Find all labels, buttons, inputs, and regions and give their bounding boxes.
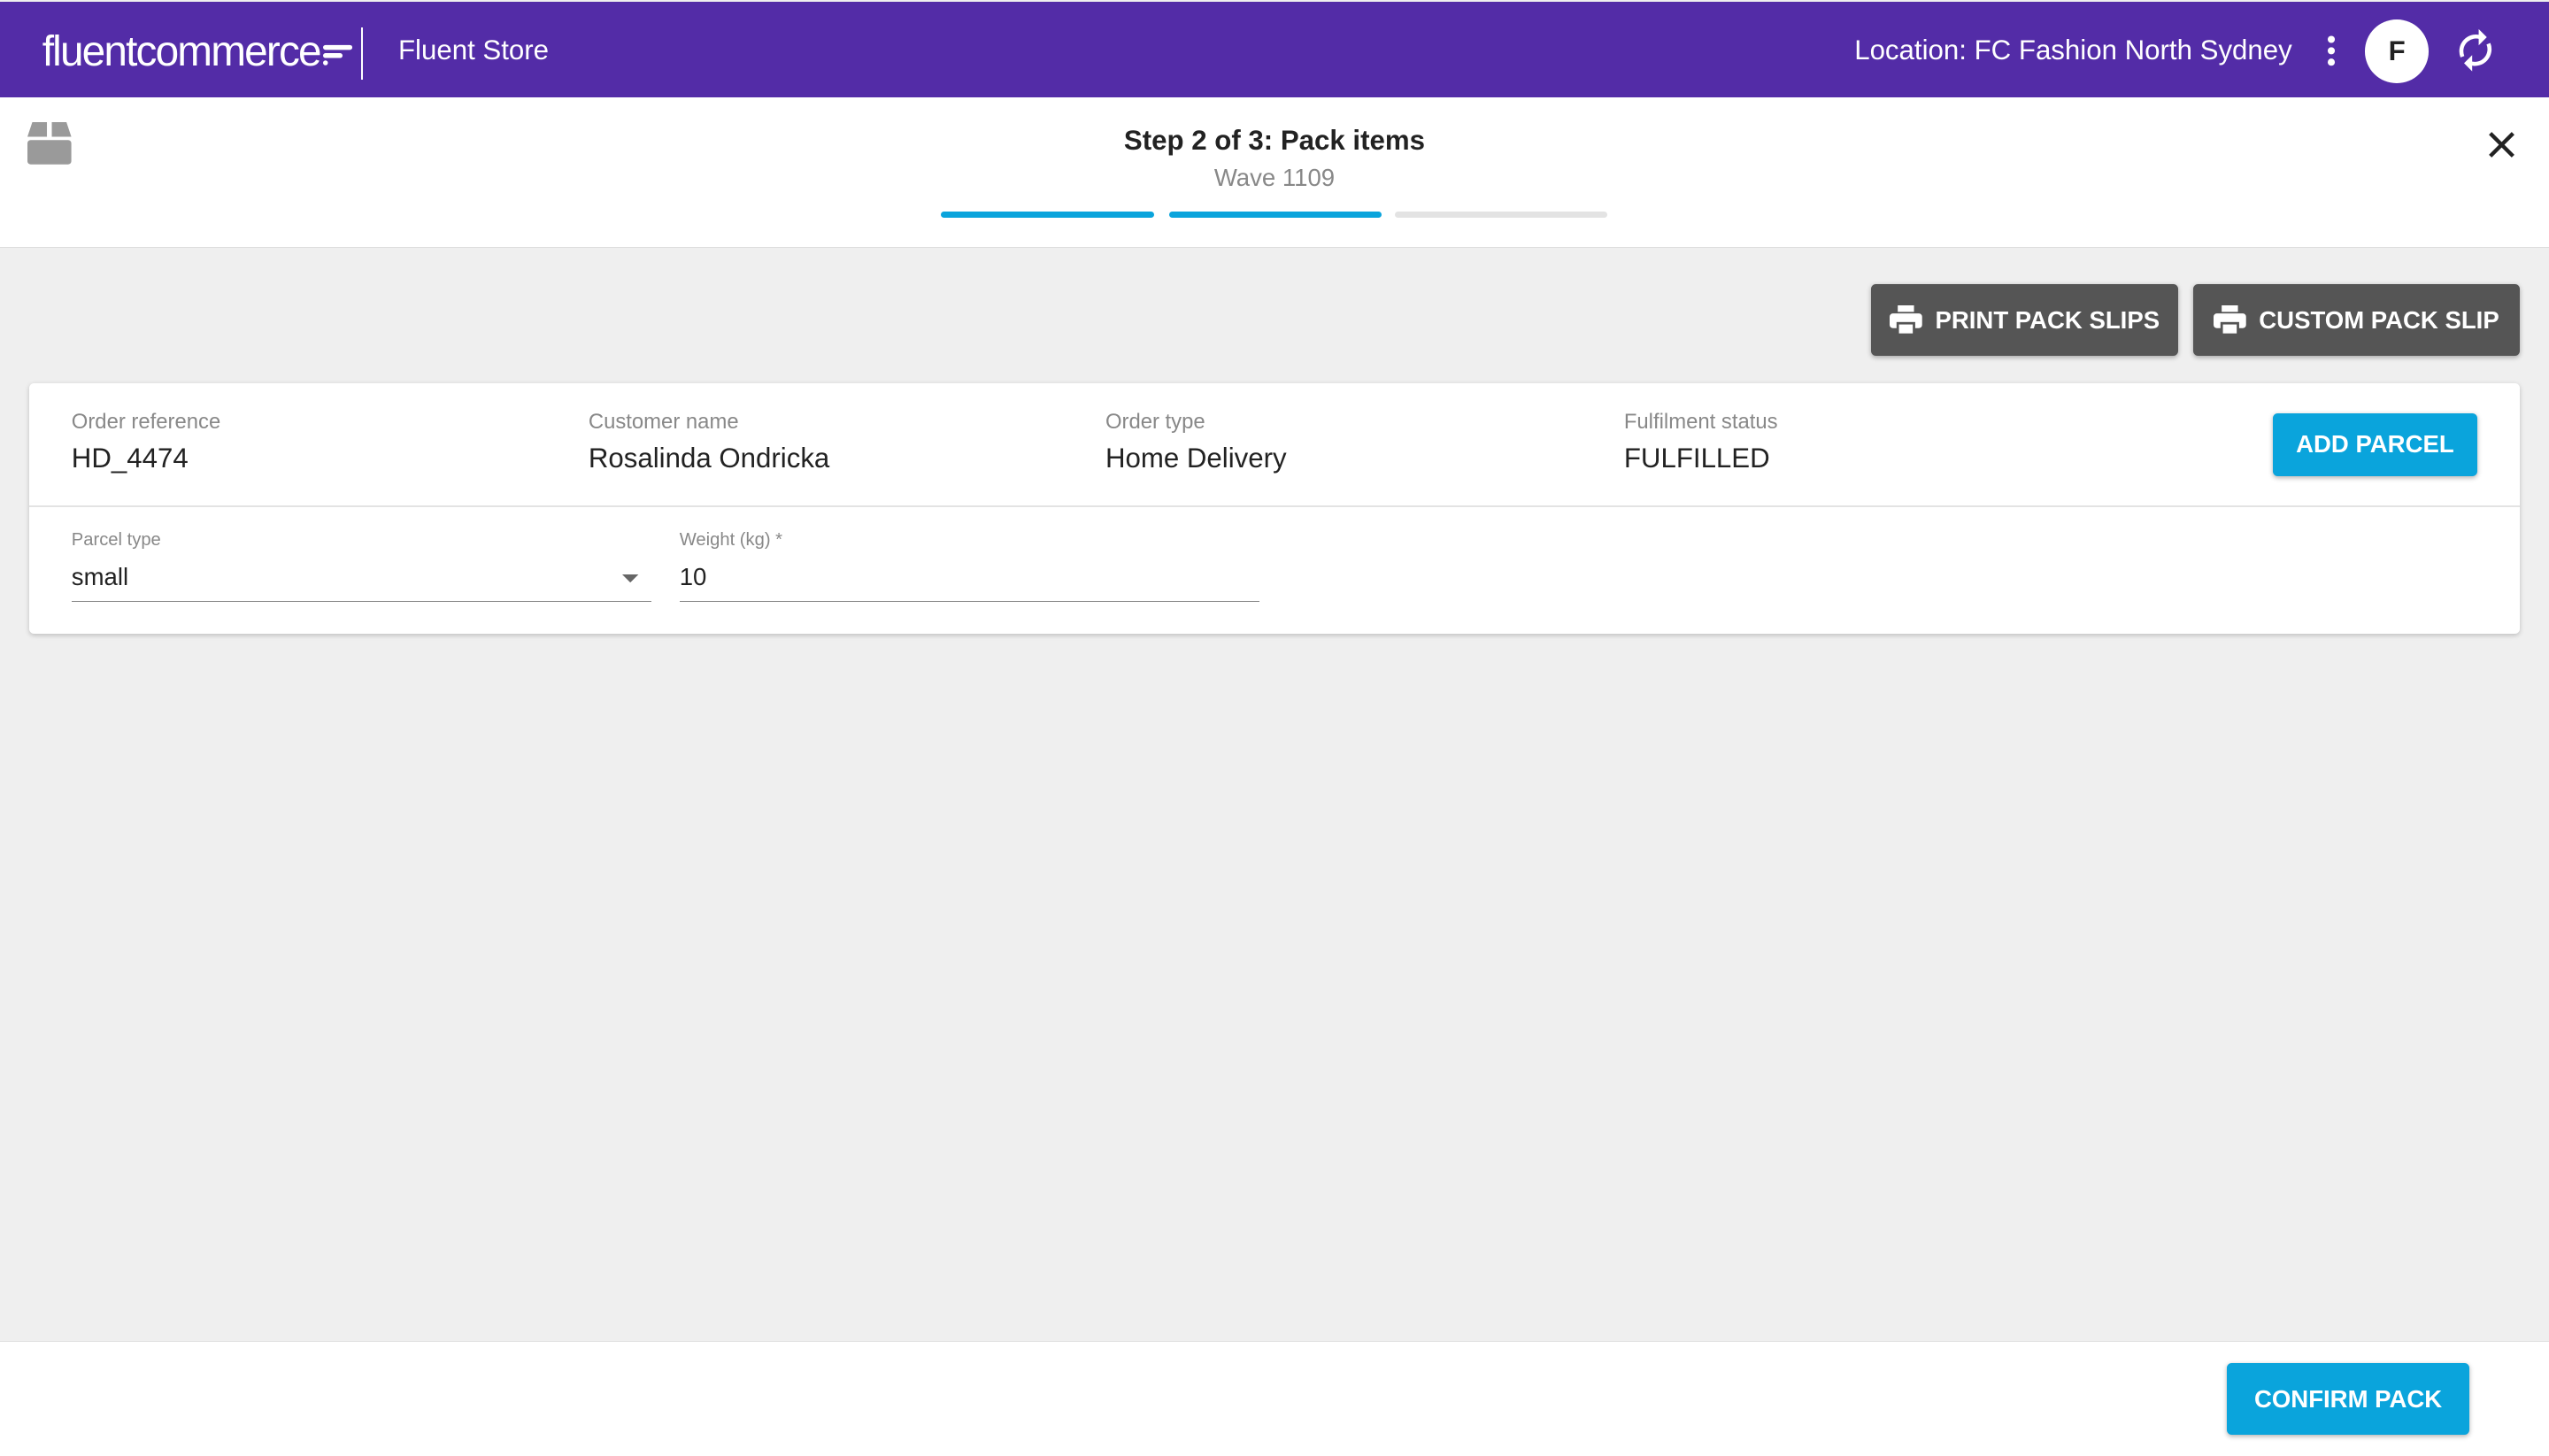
header-divider <box>360 27 363 80</box>
package-icon <box>27 121 72 165</box>
customer-name: Customer name Rosalinda Ondricka <box>589 410 829 474</box>
avatar[interactable]: F <box>2365 19 2430 83</box>
printer-icon <box>2213 305 2246 335</box>
field-label: Order reference <box>71 409 221 434</box>
field-value: Home Delivery <box>1105 443 1287 474</box>
logo-text: commerce <box>135 28 322 76</box>
progress-segment-1 <box>941 211 1155 219</box>
parcel-type-value: small <box>71 563 129 591</box>
close-icon[interactable] <box>2487 130 2516 159</box>
order-reference: Order reference HD_4474 <box>72 410 220 474</box>
add-parcel-button[interactable]: ADD PARCEL <box>2272 412 2478 477</box>
field-value: Rosalinda Ondricka <box>588 443 830 474</box>
more-vert-icon[interactable] <box>2322 35 2341 67</box>
weight-label: Weight (kg) * <box>679 529 783 550</box>
step-header: Step 2 of 3: Pack items Wave 1109 <box>0 97 2549 249</box>
top-bar: fluentcommerce Fluent Store Location: FC… <box>0 1 2549 98</box>
parcel-type-select[interactable]: Parcel type small <box>71 529 652 603</box>
confirm-pack-button[interactable]: CONFIRM PACK <box>2227 1363 2469 1435</box>
custom-pack-slip-label: CUSTOM PACK SLIP <box>2259 305 2499 334</box>
progress-segment-2 <box>1168 211 1382 219</box>
order-card: Order reference HD_4474 Customer name Rosa… <box>29 383 2520 635</box>
fulfilment-status: Fulfilment status FULFILLED <box>1624 410 1778 474</box>
field-label: Order type <box>1105 409 1205 434</box>
step-title: Step 2 of 3: Pack items <box>1123 125 1425 157</box>
order-type: Order type Home Delivery <box>1105 410 1287 474</box>
print-pack-slips-button[interactable]: PRINT PACK SLIPS <box>1871 284 2179 357</box>
field-label: Customer name <box>588 409 739 434</box>
custom-pack-slip-button[interactable]: CUSTOM PACK SLIP <box>2192 284 2520 357</box>
field-value: HD_4474 <box>71 443 189 474</box>
refresh-icon[interactable] <box>2454 27 2497 73</box>
print-pack-slips-label: PRINT PACK SLIPS <box>1935 305 2160 334</box>
field-label: Fulfilment status <box>1623 409 1778 434</box>
dropdown-arrow-icon[interactable] <box>622 574 639 583</box>
printer-icon <box>1890 305 1922 335</box>
divider <box>29 505 2520 508</box>
progress-segment-3 <box>1394 211 1608 219</box>
location-label[interactable]: Location: FC Fashion North Sydney <box>1854 34 2292 65</box>
logo-text-bold: fluent <box>42 28 138 76</box>
wave-label: Wave 1109 <box>1213 164 1336 192</box>
logo: fluentcommerce <box>42 27 353 76</box>
weight-input[interactable]: Weight (kg) * 10 <box>679 529 1260 603</box>
footer-bar: CONFIRM PACK <box>0 1341 2549 1456</box>
field-value: FULFILLED <box>1623 443 1770 474</box>
app-name: Fluent Store <box>397 34 550 65</box>
parcel-type-label: Parcel type <box>71 529 161 550</box>
weight-value[interactable]: 10 <box>679 563 1260 603</box>
